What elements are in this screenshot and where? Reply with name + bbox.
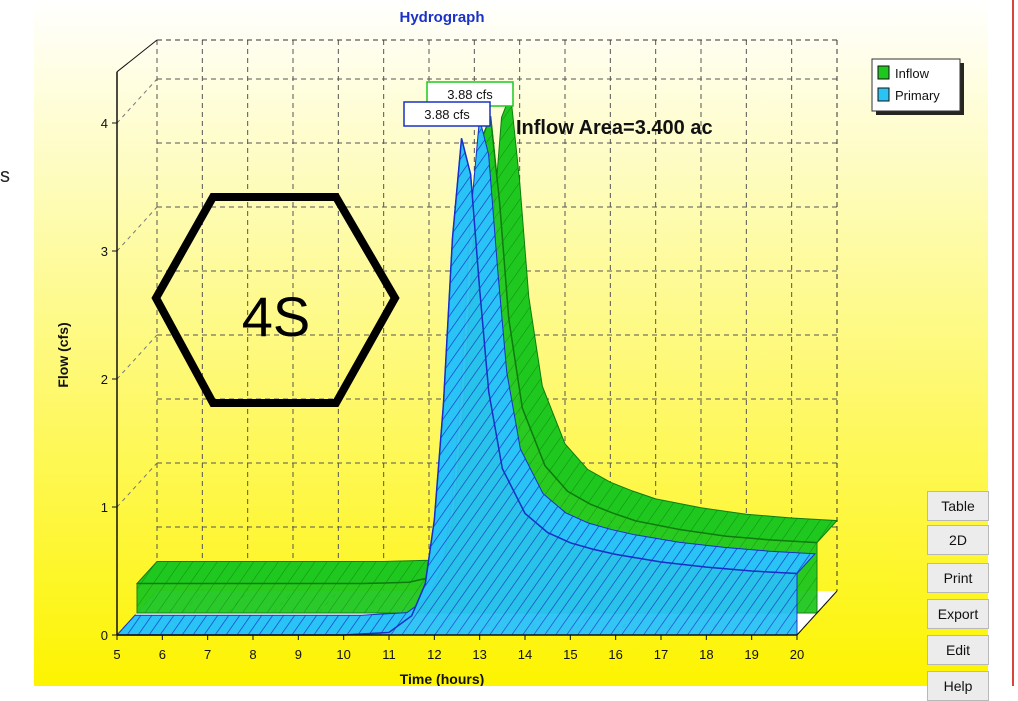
x-tick-label: 16 (608, 647, 622, 662)
x-tick-label: 13 (472, 647, 486, 662)
y-axis-label: Flow (cfs) (55, 322, 71, 387)
inflow-series-line (137, 116, 818, 585)
y-tick-label: 2 (101, 372, 108, 387)
side-depth-line (116, 462, 158, 508)
export-button[interactable]: Export (927, 599, 989, 629)
side-depth-line (116, 206, 158, 252)
x-tick-label: 14 (518, 647, 532, 662)
x-tick-label: 17 (654, 647, 668, 662)
y-tick-label: 1 (101, 500, 108, 515)
inflow-area-annotation: Inflow Area=3.400 ac (516, 117, 713, 139)
x-tick-label: 18 (699, 647, 713, 662)
print-button[interactable]: Print (927, 563, 989, 593)
x-tick-label: 5 (113, 647, 120, 662)
hexagon-icon (151, 193, 400, 407)
peak-label-inflow-text: 3.88 cfs (447, 87, 493, 102)
x-tick-label: 8 (249, 647, 256, 662)
side-depth-line (116, 78, 158, 124)
legend-label-primary: Primary (895, 88, 940, 103)
y-tick-label: 3 (101, 244, 108, 259)
edit-button[interactable]: Edit (927, 635, 989, 665)
subcatchment-hexagon: 4S (151, 193, 400, 407)
page-border-line (1012, 0, 1014, 686)
y-tick-label: 0 (101, 628, 108, 643)
legend: Inflow Primary (871, 58, 964, 115)
legend-swatch-primary (877, 87, 890, 102)
2d-button[interactable]: 2D (927, 525, 989, 555)
x-tick-label: 20 (790, 647, 804, 662)
x-tick-label: 9 (295, 647, 302, 662)
peak-label-primary: 3.88 cfs (403, 101, 491, 127)
x-tick-label: 15 (563, 647, 577, 662)
left-margin (0, 0, 34, 686)
peak-label-primary-text: 3.88 cfs (424, 107, 470, 122)
x-tick-label: 12 (427, 647, 441, 662)
x-tick-label: 7 (204, 647, 211, 662)
y-axis-top-depth (116, 39, 158, 73)
y-tick-label: 4 (101, 116, 108, 131)
table-button[interactable]: Table (927, 491, 989, 521)
legend-label-inflow: Inflow (895, 66, 930, 81)
legend-swatch-inflow (877, 65, 890, 80)
side-depth-line (116, 334, 158, 380)
axes (116, 39, 838, 636)
x-tick-label: 11 (382, 647, 396, 662)
help-button[interactable]: Help (927, 671, 989, 701)
x-axis-end-depth (796, 590, 838, 636)
x-tick-label: 6 (159, 647, 166, 662)
x-tick-label: 10 (336, 647, 350, 662)
x-tick-label: 19 (744, 647, 758, 662)
x-axis-label: Time (hours) (400, 671, 485, 686)
hexagon-label: 4S (242, 285, 311, 348)
chart-title: Hydrograph (399, 9, 484, 26)
left-edge-text: s (0, 165, 10, 187)
